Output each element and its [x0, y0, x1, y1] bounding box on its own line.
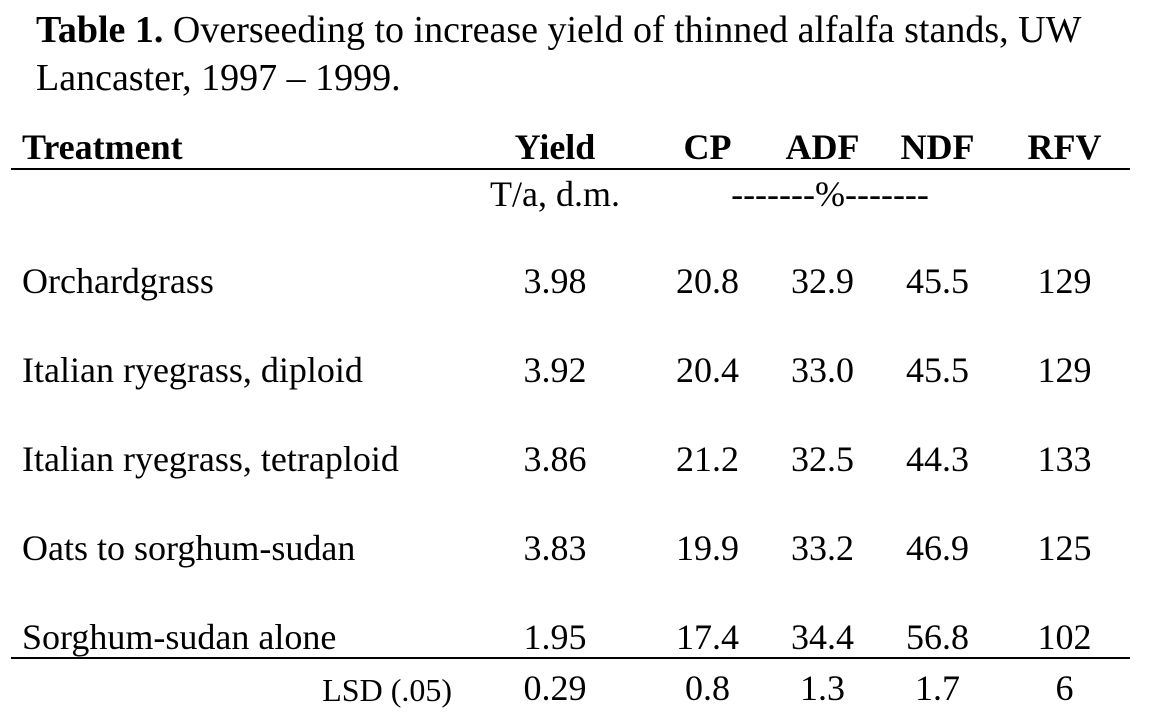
- cell-adf: 33.0: [791, 350, 854, 390]
- cell-treatment: Orchardgrass: [22, 261, 214, 301]
- cell-rfv: 133: [1037, 439, 1092, 479]
- cell-rfv: 129: [1037, 261, 1092, 301]
- cell-ndf: 56.8: [906, 617, 969, 657]
- cell-rfv: 102: [1037, 617, 1092, 657]
- cell-adf: 34.4: [791, 617, 854, 657]
- cell-ndf: 45.5: [906, 350, 969, 390]
- cell-treatment: Italian ryegrass, tetraploid: [22, 439, 399, 479]
- lsd-cp: 0.8: [685, 668, 730, 708]
- cell-ndf: 45.5: [906, 261, 969, 301]
- cell-cp: 20.8: [676, 261, 739, 301]
- lsd-adf: 1.3: [800, 668, 845, 708]
- cell-yield: 3.98: [523, 261, 587, 301]
- units-yield: T/a, d.m.: [490, 174, 620, 214]
- bottom-rule: [11, 657, 1130, 659]
- cell-adf: 32.9: [791, 261, 854, 301]
- cell-yield: 3.86: [523, 439, 587, 479]
- cell-treatment: Italian ryegrass, diploid: [22, 350, 363, 390]
- cell-yield: 3.92: [523, 350, 587, 390]
- header-rfv: RFV: [1027, 127, 1102, 167]
- cell-yield: 3.83: [523, 528, 587, 568]
- cell-treatment: Sorghum-sudan alone: [22, 617, 337, 657]
- table-caption-label: Table 1.: [36, 9, 164, 51]
- cell-cp: 19.9: [676, 528, 739, 568]
- header-treatment: Treatment: [22, 127, 183, 167]
- cell-rfv: 129: [1037, 350, 1092, 390]
- cell-ndf: 44.3: [906, 439, 969, 479]
- lsd-ndf: 1.7: [915, 668, 960, 708]
- header-adf: ADF: [785, 127, 860, 167]
- cell-adf: 32.5: [791, 439, 854, 479]
- cell-adf: 33.2: [791, 528, 854, 568]
- cell-yield: 1.95: [523, 617, 587, 657]
- table-caption: Table 1. Overseeding to increase yield o…: [36, 6, 1136, 102]
- lsd-label: LSD (.05): [322, 672, 452, 708]
- header-rule: [11, 168, 1130, 170]
- header-yield: Yield: [514, 127, 596, 167]
- cell-cp: 21.2: [676, 439, 739, 479]
- lsd-yield: 0.29: [523, 668, 587, 708]
- table-caption-text: Overseeding to increase yield of thinned…: [36, 9, 1081, 99]
- cell-rfv: 125: [1037, 528, 1092, 568]
- header-ndf: NDF: [900, 127, 975, 167]
- cell-cp: 17.4: [676, 617, 739, 657]
- cell-cp: 20.4: [676, 350, 739, 390]
- units-percent: -------%-------: [731, 174, 929, 214]
- cell-ndf: 46.9: [906, 528, 969, 568]
- header-cp: CP: [683, 127, 732, 167]
- cell-treatment: Oats to sorghum-sudan: [22, 528, 356, 568]
- lsd-rfv: 6: [1055, 668, 1074, 708]
